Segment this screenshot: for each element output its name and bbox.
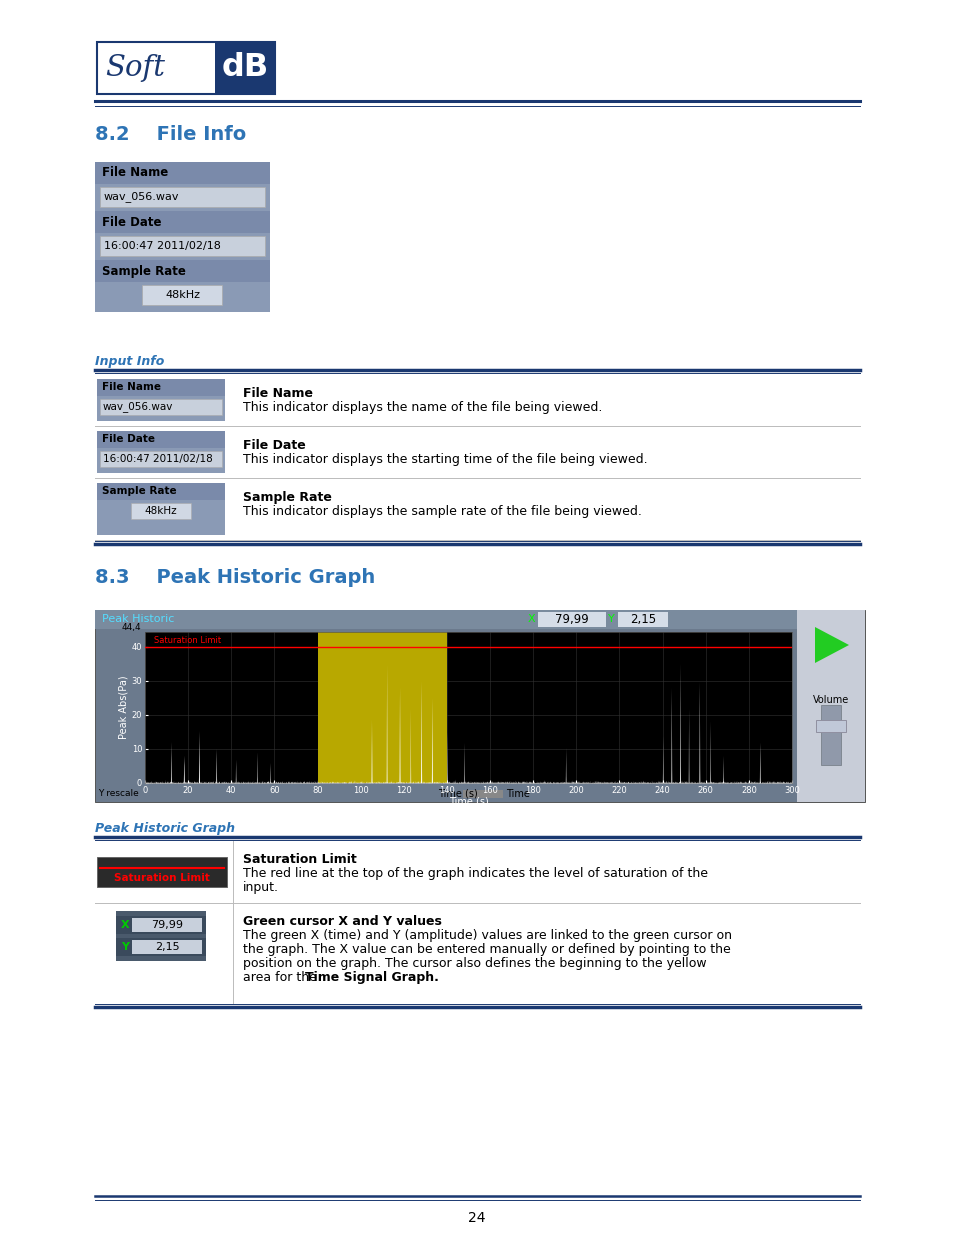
Text: position on the graph. The cursor also defines the beginning to the yellow: position on the graph. The cursor also d… xyxy=(243,957,706,969)
Bar xyxy=(132,940,202,953)
Text: wav_056.wav: wav_056.wav xyxy=(103,401,173,412)
Bar xyxy=(815,720,845,732)
Text: area for the: area for the xyxy=(243,971,320,984)
Bar xyxy=(116,916,206,934)
Bar xyxy=(95,610,864,802)
Text: This indicator displays the starting time of the file being viewed.: This indicator displays the starting tim… xyxy=(243,453,647,466)
Bar xyxy=(214,42,274,94)
Text: This indicator displays the name of the file being viewed.: This indicator displays the name of the … xyxy=(243,401,601,414)
Text: Saturation Limit: Saturation Limit xyxy=(153,636,220,646)
Bar xyxy=(100,451,222,467)
Text: dB: dB xyxy=(221,53,269,84)
Bar xyxy=(131,503,191,519)
Text: File Name: File Name xyxy=(102,167,168,179)
Text: Green cursor X and Y values: Green cursor X and Y values xyxy=(243,915,441,927)
Text: 16:00:47 2011/02/18: 16:00:47 2011/02/18 xyxy=(103,454,213,464)
Text: File Name: File Name xyxy=(243,387,313,400)
Text: This indicator displays the sample rate of the file being viewed.: This indicator displays the sample rate … xyxy=(243,505,641,517)
Text: Peak Historic: Peak Historic xyxy=(102,615,174,625)
Text: 44,4: 44,4 xyxy=(121,622,141,632)
Text: Time (s): Time (s) xyxy=(438,789,477,799)
Bar xyxy=(142,285,222,305)
Text: input.: input. xyxy=(243,881,278,894)
Text: 24: 24 xyxy=(468,1212,485,1225)
Text: 48kHz: 48kHz xyxy=(145,506,177,516)
Text: Sample Rate: Sample Rate xyxy=(102,264,186,278)
Text: File Name: File Name xyxy=(102,383,161,393)
Text: The red line at the top of the graph indicates the level of saturation of the: The red line at the top of the graph ind… xyxy=(243,867,707,881)
Text: File Date: File Date xyxy=(102,215,161,228)
Text: Time: Time xyxy=(506,789,530,799)
Bar xyxy=(95,162,270,184)
Bar xyxy=(463,790,503,798)
Bar xyxy=(116,911,206,961)
Bar xyxy=(537,613,605,627)
Text: Saturation Limit: Saturation Limit xyxy=(243,853,356,866)
Text: wav_056.wav: wav_056.wav xyxy=(104,191,179,203)
Text: 8.2    File Info: 8.2 File Info xyxy=(95,125,246,144)
Text: Soft: Soft xyxy=(105,54,165,82)
Bar xyxy=(97,431,225,448)
Text: Time Signal Graph.: Time Signal Graph. xyxy=(305,971,438,984)
Bar xyxy=(132,918,202,932)
Bar xyxy=(97,483,225,500)
Text: Saturation Limit: Saturation Limit xyxy=(114,873,210,883)
Y-axis label: Peak Abs(Pa): Peak Abs(Pa) xyxy=(119,676,129,740)
Text: Input Info: Input Info xyxy=(95,354,164,368)
Text: File Date: File Date xyxy=(102,435,154,445)
Text: Y: Y xyxy=(121,942,129,952)
Text: 16:00:47 2011/02/18: 16:00:47 2011/02/18 xyxy=(104,241,221,251)
Text: X: X xyxy=(527,615,535,625)
Text: 2,15: 2,15 xyxy=(154,942,179,952)
Bar xyxy=(97,857,227,887)
Bar xyxy=(97,42,274,94)
Bar xyxy=(97,379,225,421)
Bar xyxy=(100,399,222,415)
Bar xyxy=(821,705,841,764)
Polygon shape xyxy=(814,627,848,663)
Text: Y rescale: Y rescale xyxy=(98,789,138,799)
Bar xyxy=(95,261,270,282)
Text: Y: Y xyxy=(608,615,615,625)
Text: 48kHz: 48kHz xyxy=(165,290,200,300)
Bar xyxy=(97,379,225,396)
Bar xyxy=(618,613,667,627)
Bar xyxy=(100,236,265,256)
Text: Sample Rate: Sample Rate xyxy=(102,487,176,496)
Bar xyxy=(97,431,225,473)
Text: File Date: File Date xyxy=(243,438,305,452)
Text: 8.3    Peak Historic Graph: 8.3 Peak Historic Graph xyxy=(95,568,375,587)
Text: Volume: Volume xyxy=(812,695,848,705)
Text: 79,99: 79,99 xyxy=(151,920,183,930)
Text: The green X (time) and Y (amplitude) values are linked to the green cursor on: The green X (time) and Y (amplitude) val… xyxy=(243,929,731,942)
Text: the graph. The X value can be entered manually or defined by pointing to the: the graph. The X value can be entered ma… xyxy=(243,944,730,956)
Text: Sample Rate: Sample Rate xyxy=(243,492,332,504)
X-axis label: Time (s): Time (s) xyxy=(448,797,488,806)
Bar xyxy=(95,211,270,233)
Text: 2,15: 2,15 xyxy=(629,613,656,626)
Bar xyxy=(97,483,225,535)
Text: X: X xyxy=(121,920,130,930)
Text: 79,99: 79,99 xyxy=(555,613,588,626)
Bar xyxy=(796,610,864,802)
Bar xyxy=(100,186,265,207)
Bar xyxy=(95,610,796,629)
Text: Peak Historic Graph: Peak Historic Graph xyxy=(95,823,234,835)
Bar xyxy=(95,162,270,312)
Bar xyxy=(116,939,206,956)
Bar xyxy=(317,632,446,783)
